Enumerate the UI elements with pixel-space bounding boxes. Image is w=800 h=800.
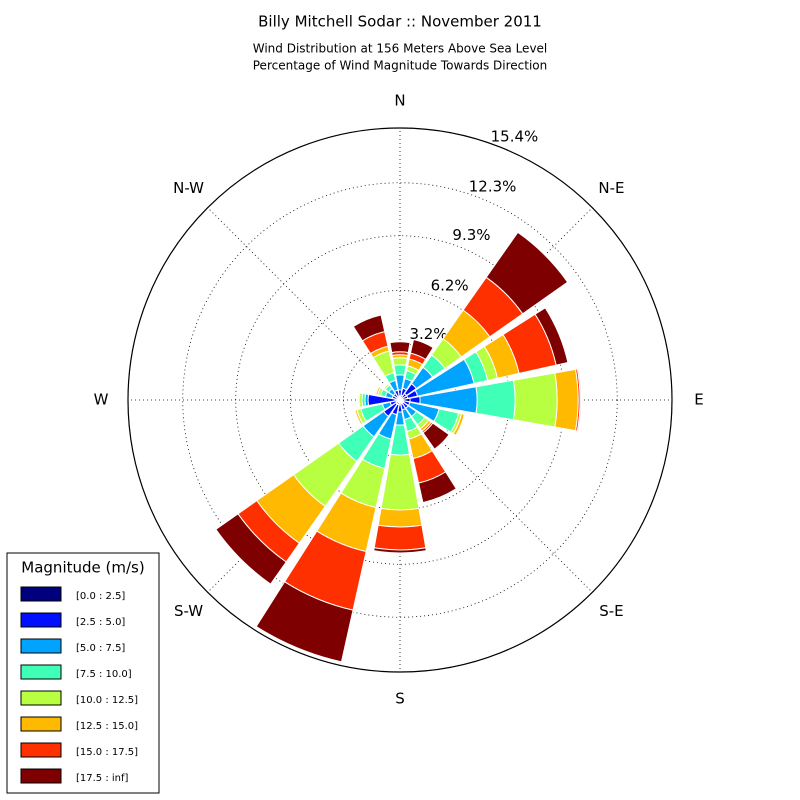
rose-segment bbox=[485, 231, 569, 315]
legend-swatch bbox=[20, 664, 62, 680]
rose-segment bbox=[389, 341, 411, 354]
r-tick-label: 15.4% bbox=[491, 127, 539, 145]
r-tick-label: 9.3% bbox=[452, 226, 490, 244]
direction-label: W bbox=[94, 391, 109, 409]
chart-subtitle: Wind Distribution at 156 Meters Above Se… bbox=[253, 42, 548, 56]
direction-label: S-W bbox=[174, 602, 203, 620]
grid-ring bbox=[182, 182, 618, 618]
legend-label: [17.5 : inf] bbox=[76, 773, 129, 784]
r-tick-label: 3.2% bbox=[409, 325, 447, 343]
legend-swatch bbox=[20, 612, 62, 628]
spoke bbox=[399, 399, 593, 593]
direction-label: S bbox=[395, 690, 405, 708]
rose-segment bbox=[512, 372, 558, 428]
rose-segment bbox=[381, 381, 388, 388]
rose-segment bbox=[409, 338, 434, 361]
rose-segment bbox=[373, 547, 427, 554]
rose-segment bbox=[554, 368, 579, 432]
legend-swatch bbox=[20, 768, 62, 784]
direction-label: N bbox=[394, 92, 405, 110]
rose-segment bbox=[373, 524, 427, 551]
rose-segment bbox=[393, 364, 407, 376]
legend-label: [10.0 : 12.5] bbox=[76, 695, 138, 706]
rose-segment bbox=[475, 379, 516, 421]
rose-segment bbox=[380, 453, 420, 511]
legend-swatch bbox=[20, 690, 62, 706]
legend-title: Magnitude (m/s) bbox=[21, 559, 144, 577]
legend-label: [2.5 : 5.0] bbox=[76, 617, 125, 628]
direction-label: N-W bbox=[173, 179, 204, 197]
rose-segment bbox=[534, 307, 569, 366]
legend: Magnitude (m/s) [0.0 : 2.5] [2.5 : 5.0] [5.… bbox=[6, 552, 160, 794]
chart-title: Billy Mitchell Sodar :: November 2011 bbox=[258, 13, 542, 31]
legend-label: [7.5 : 10.0] bbox=[76, 669, 132, 680]
chart-subtitle: Percentage of Wind Magnitude Towards Dir… bbox=[253, 59, 547, 73]
legend-label: [12.5 : 15.0] bbox=[76, 721, 138, 732]
legend-swatch bbox=[20, 638, 62, 654]
rose-segment bbox=[255, 581, 354, 663]
rose-segment bbox=[374, 385, 379, 395]
r-tick-label: 6.2% bbox=[431, 276, 469, 294]
rose-segment bbox=[417, 471, 458, 504]
legend-label: [0.0 : 2.5] bbox=[76, 591, 125, 602]
legend-label: [5.0 : 7.5] bbox=[76, 643, 125, 654]
rose-segment bbox=[392, 357, 408, 366]
legend-swatch bbox=[20, 586, 62, 602]
spoke bbox=[207, 207, 401, 401]
r-tick-label: 12.3% bbox=[469, 178, 517, 196]
legend-label: [15.0 : 17.5] bbox=[76, 747, 138, 758]
rose-segment bbox=[456, 414, 466, 437]
rose-segment bbox=[422, 422, 450, 450]
rose-segment bbox=[377, 507, 423, 528]
frame bbox=[127, 127, 673, 673]
legend-swatch bbox=[20, 742, 62, 758]
direction-label: S-E bbox=[599, 602, 623, 620]
legend-swatch bbox=[20, 716, 62, 732]
direction-label: E bbox=[694, 391, 703, 409]
rose-segment bbox=[215, 513, 287, 585]
rose-segment bbox=[352, 314, 386, 342]
direction-label: N-E bbox=[598, 179, 624, 197]
rose-segment bbox=[357, 392, 360, 408]
rose-segment bbox=[576, 368, 582, 432]
